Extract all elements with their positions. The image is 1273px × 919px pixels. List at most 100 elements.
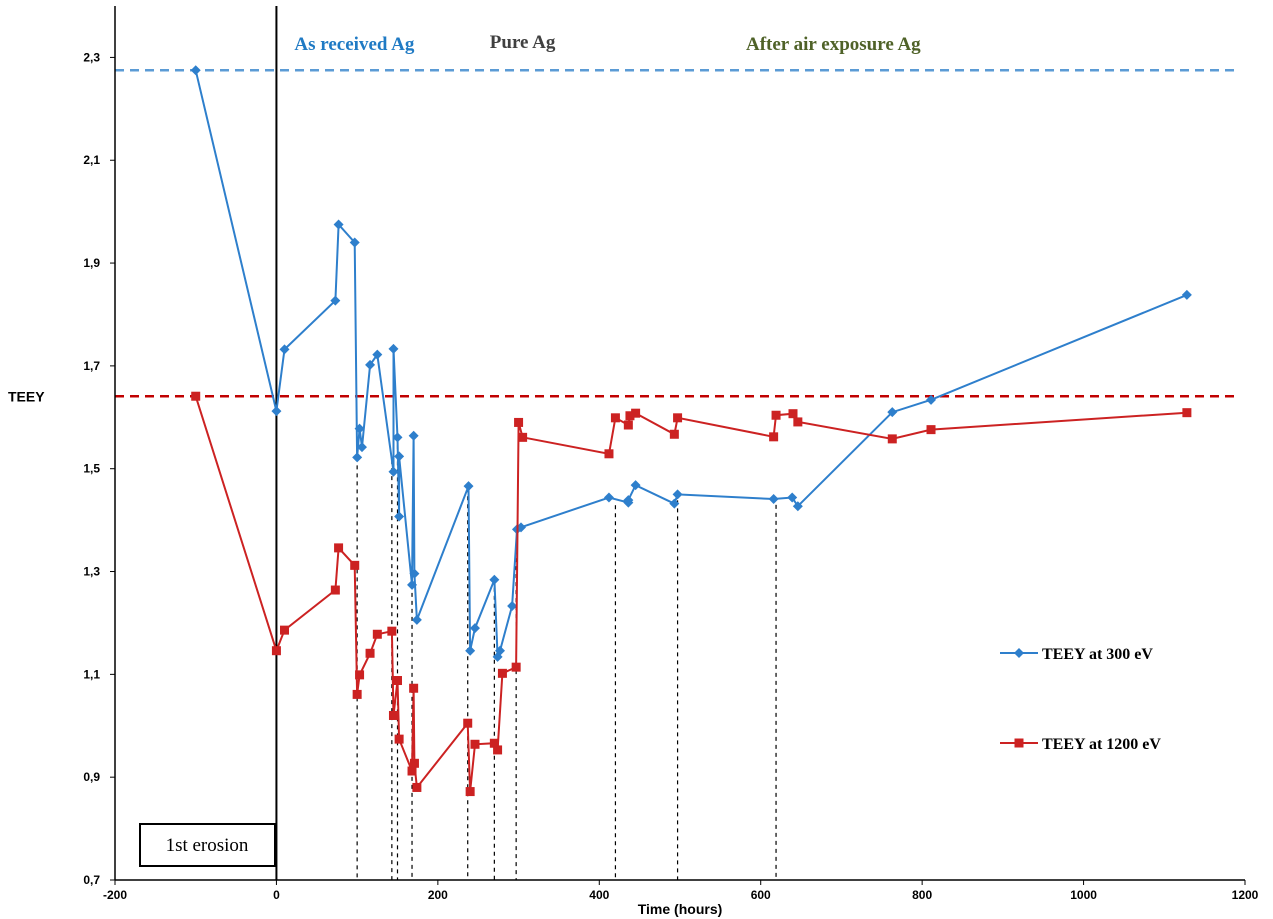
data-point-1200ev bbox=[365, 648, 375, 658]
data-point-1200ev bbox=[489, 738, 499, 748]
data-point-1200ev bbox=[497, 668, 507, 678]
data-point-300ev bbox=[352, 452, 363, 463]
data-point-1200ev bbox=[355, 670, 365, 680]
data-point-300ev bbox=[623, 495, 634, 506]
data-point-1200ev bbox=[493, 745, 503, 755]
y-tick-label: 2,1 bbox=[83, 153, 100, 167]
data-point-300ev bbox=[354, 423, 365, 434]
data-point-1200ev bbox=[625, 411, 635, 421]
dashed-drop-lines-layer bbox=[356, 437, 777, 880]
legend-label-1200ev: TEEY at 1200 eV bbox=[1042, 736, 1161, 753]
x-tick-label: 200 bbox=[428, 888, 448, 902]
data-point-1200ev bbox=[771, 410, 781, 420]
legend-marker-300ev bbox=[1014, 648, 1024, 658]
y-tick-label: 1,7 bbox=[83, 359, 100, 373]
data-point-1200ev bbox=[334, 543, 344, 553]
data-point-300ev bbox=[630, 480, 641, 491]
x-tick-label: 1200 bbox=[1232, 888, 1259, 902]
region-label-as-received: As received Ag bbox=[294, 34, 414, 55]
x-axis-label: Time (hours) bbox=[638, 901, 723, 917]
data-point-300ev bbox=[469, 623, 480, 634]
data-point-1200ev bbox=[407, 766, 417, 776]
x-tick-label: 600 bbox=[751, 888, 771, 902]
data-point-1200ev bbox=[669, 429, 679, 439]
data-point-300ev bbox=[792, 501, 803, 512]
text-layer: TEEY Time (hours) As received Ag Pure Ag… bbox=[8, 32, 921, 917]
data-point-300ev bbox=[392, 432, 403, 443]
data-point-1200ev bbox=[470, 739, 480, 749]
y-tick-label: 1,3 bbox=[83, 565, 100, 579]
data-point-1200ev bbox=[463, 718, 473, 728]
x-tick-label: 0 bbox=[273, 888, 280, 902]
data-point-1200ev bbox=[409, 758, 419, 768]
x-tick-label: 1000 bbox=[1070, 888, 1097, 902]
data-point-1200ev bbox=[465, 787, 475, 797]
data-point-300ev bbox=[372, 349, 383, 360]
data-point-300ev bbox=[409, 568, 420, 579]
data-point-300ev bbox=[465, 645, 476, 656]
data-point-1200ev bbox=[511, 662, 521, 672]
data-point-1200ev bbox=[409, 683, 419, 693]
data-point-300ev bbox=[271, 406, 282, 417]
y-tick-label: 2,3 bbox=[83, 50, 100, 64]
data-point-1200ev bbox=[387, 626, 397, 636]
data-point-1200ev bbox=[769, 432, 779, 442]
data-point-1200ev bbox=[352, 689, 362, 699]
data-point-300ev bbox=[787, 492, 798, 503]
series-line-300ev bbox=[194, 70, 1188, 658]
data-point-300ev bbox=[356, 442, 367, 453]
data-point-1200ev bbox=[610, 413, 620, 423]
data-point-300ev bbox=[887, 407, 898, 418]
data-point-1200ev bbox=[887, 434, 897, 444]
data-point-1200ev bbox=[788, 409, 798, 419]
data-point-1200ev bbox=[388, 710, 398, 720]
y-tick-label: 0,7 bbox=[83, 873, 100, 887]
y-tick-label: 1,1 bbox=[83, 667, 100, 681]
data-point-300ev bbox=[388, 466, 399, 477]
data-point-300ev bbox=[672, 489, 683, 500]
data-point-300ev bbox=[349, 237, 360, 248]
y-tick-label: 0,9 bbox=[83, 770, 100, 784]
reference-lines-layer bbox=[115, 69, 1240, 398]
data-point-1200ev bbox=[1182, 408, 1192, 418]
data-point-300ev bbox=[507, 600, 518, 611]
data-point-300ev bbox=[1181, 289, 1192, 300]
data-point-300ev bbox=[926, 394, 937, 405]
data-point-1200ev bbox=[518, 432, 528, 442]
data-point-1200ev bbox=[372, 629, 382, 639]
x-tick-label: 800 bbox=[912, 888, 932, 902]
data-point-300ev bbox=[495, 645, 506, 656]
data-point-1200ev bbox=[673, 413, 683, 423]
erosion-box bbox=[139, 823, 276, 867]
data-point-300ev bbox=[333, 219, 344, 230]
legend-marker-1200ev bbox=[1014, 738, 1024, 748]
data-point-300ev bbox=[408, 430, 419, 441]
y-tick-label: 1,5 bbox=[83, 462, 100, 476]
axes-layer: 0,7 0,9 1,1 1,3 1,5 1,7 1,9 2,1 2,3 -200 0 200 400 60… bbox=[83, 6, 1259, 902]
data-point-1200ev bbox=[271, 646, 281, 656]
data-point-1200ev bbox=[393, 676, 402, 686]
x-tick-label: -200 bbox=[103, 888, 127, 902]
series-layer bbox=[190, 65, 1192, 797]
y-tick-label: 1,9 bbox=[83, 256, 100, 270]
region-label-pure: Pure Ag bbox=[490, 32, 556, 53]
data-point-300ev bbox=[768, 494, 779, 505]
x-tick-label: 400 bbox=[589, 888, 609, 902]
data-point-300ev bbox=[463, 481, 474, 492]
data-point-300ev bbox=[407, 579, 418, 590]
legend: TEEY at 300 eV TEEY at 1200 eV bbox=[1000, 646, 1161, 753]
data-point-1200ev bbox=[330, 585, 340, 595]
data-point-1200ev bbox=[350, 560, 360, 570]
data-point-1200ev bbox=[926, 425, 936, 435]
data-point-300ev bbox=[394, 511, 405, 522]
data-point-300ev bbox=[603, 492, 614, 503]
data-point-300ev bbox=[394, 451, 405, 462]
data-point-1200ev bbox=[394, 734, 404, 744]
series-line-1200ev bbox=[194, 395, 1187, 792]
erosion-label: 1st erosion bbox=[166, 835, 249, 856]
data-point-1200ev bbox=[191, 391, 201, 401]
data-point-300ev bbox=[365, 359, 376, 370]
data-point-300ev bbox=[279, 344, 290, 355]
data-point-1200ev bbox=[412, 782, 422, 792]
